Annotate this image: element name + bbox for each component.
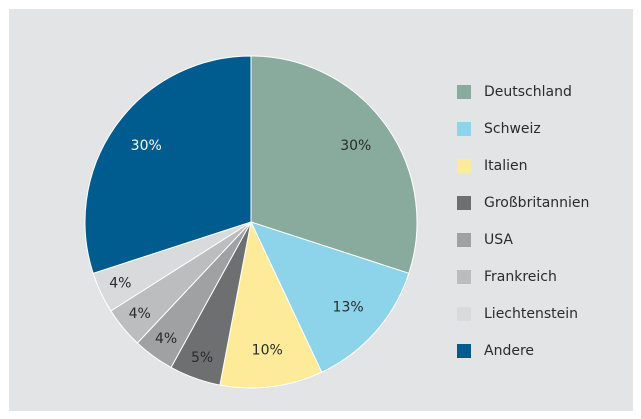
legend-swatch	[457, 196, 471, 210]
data-label: 5%	[191, 350, 213, 366]
pie-slice	[250, 221, 410, 373]
legend-swatch	[457, 159, 471, 173]
legend-swatch	[457, 233, 471, 247]
legend-label: Deutschland	[484, 84, 572, 100]
legend-label: Großbritannien	[484, 195, 589, 211]
legend-swatch	[457, 344, 471, 358]
data-label: 13%	[333, 300, 364, 316]
legend-swatch	[457, 122, 471, 136]
data-label: 10%	[252, 342, 283, 358]
pie-slice	[84, 55, 252, 274]
pie-slice	[250, 55, 418, 274]
pie-slice	[219, 220, 323, 389]
data-label: 30%	[340, 138, 371, 154]
data-label: 30%	[131, 138, 162, 154]
data-label: 4%	[109, 275, 131, 291]
data-label: 4%	[129, 306, 151, 322]
legend-label: Frankreich	[484, 269, 557, 285]
legend-swatch	[457, 270, 471, 284]
legend-label: Italien	[484, 158, 527, 174]
legend-swatch	[457, 307, 471, 321]
legend-label: Liechtenstein	[484, 306, 578, 322]
legend-label: Andere	[484, 343, 534, 359]
legend-swatch	[457, 85, 471, 99]
legend-label: USA	[484, 232, 513, 248]
data-label: 4%	[155, 331, 177, 347]
legend-label: Schweiz	[484, 121, 541, 137]
